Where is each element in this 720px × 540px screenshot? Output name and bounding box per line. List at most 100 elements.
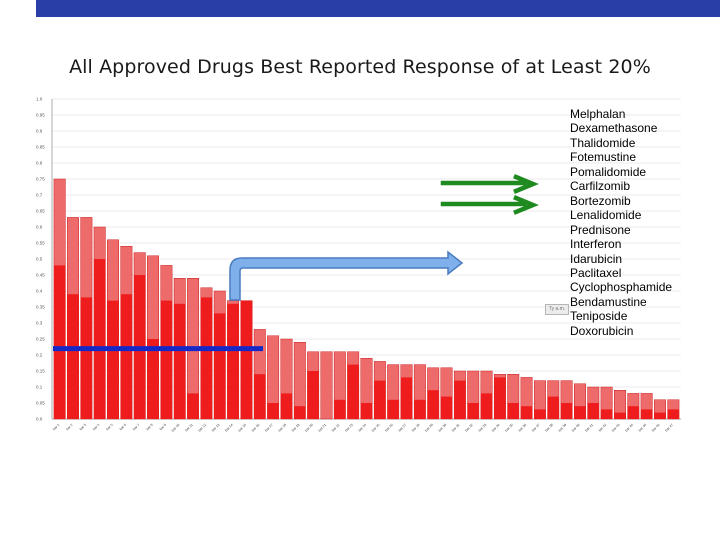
drug-list-item: Teniposide: [570, 309, 628, 324]
x-tick-label: bar 10: [171, 423, 181, 433]
drug-list-item: Prednisone: [570, 222, 631, 237]
bar-complete: [67, 294, 79, 419]
x-tick-label: bar 38: [544, 423, 554, 433]
y-tick-label: 0.05: [36, 401, 45, 406]
y-tick-label: 0.65: [36, 209, 45, 214]
y-tick-label: 0.25: [36, 337, 45, 342]
bar-complete: [280, 393, 293, 419]
x-tick-label: bar 1: [52, 423, 60, 431]
bar-complete: [160, 300, 173, 419]
x-tick-label: bar 16: [251, 423, 261, 433]
y-tick-label: 0.9: [36, 129, 43, 134]
x-tick-label: bar 39: [558, 423, 568, 433]
y-tick-label: 1.0: [36, 97, 43, 102]
y-tick-label: 0.0: [36, 417, 43, 422]
bar-complete: [454, 380, 466, 419]
x-tick-label: bar 19: [291, 423, 301, 433]
y-tick-label: 0.15: [36, 369, 45, 374]
drug-list-item: Idarubicin: [570, 251, 623, 266]
bar-complete: [120, 294, 133, 419]
x-tick-label: bar 28: [411, 423, 421, 433]
x-tick-label: bar 15: [238, 423, 248, 433]
x-tick-label: bar 46: [651, 423, 661, 433]
y-tick-label: 0.5: [36, 257, 43, 262]
drug-list-item: Pomalidomide: [570, 164, 647, 179]
x-tick-label: bar 41: [584, 423, 594, 433]
green-double-arrow-icon: [440, 174, 539, 215]
bar-complete: [53, 265, 66, 419]
x-tick-label: bar 37: [531, 423, 541, 433]
drug-list-item: Lenalidomide: [570, 208, 642, 223]
bar-complete: [614, 412, 626, 419]
x-tick-label: bar 44: [624, 423, 634, 433]
x-tick-label: bar 23: [344, 423, 354, 433]
bar-complete: [227, 303, 239, 419]
bar-complete: [80, 297, 93, 419]
bar-complete: [347, 364, 359, 419]
top-color-band: [36, 0, 720, 17]
x-tick-label: bar 17: [264, 423, 274, 433]
y-axis-ticks: 0.0 0.05 0.1 0.15 0.2 0.25 0.3 0.35 0.4 0.45 0.5 0.…: [36, 97, 45, 422]
x-tick-label: bar 36: [518, 423, 528, 433]
bar-complete: [547, 396, 560, 419]
bar-complete: [360, 403, 373, 419]
x-tick-label: bar 43: [611, 423, 621, 433]
bar-complete: [520, 406, 533, 419]
slide-title: All Approved Drugs Best Reported Respons…: [69, 56, 651, 78]
y-tick-label: 0.4: [36, 289, 43, 294]
y-tick-label: 0.55: [36, 241, 45, 246]
drug-list-item: Paclitaxel: [570, 265, 622, 280]
drug-list-item: Cyclophosphamide: [570, 280, 673, 295]
bar-complete: [214, 313, 226, 419]
bar-complete: [400, 377, 413, 419]
y-tick-label: 0.2: [36, 353, 43, 358]
x-tick-label: bar 9: [159, 423, 167, 431]
drug-list-item: Bendamustine: [570, 294, 647, 309]
bar-complete: [93, 259, 106, 419]
bar-complete: [107, 300, 119, 419]
y-tick-label: 0.1: [36, 385, 43, 390]
x-tick-label: bar 20: [304, 423, 314, 433]
bar-complete: [640, 409, 653, 419]
x-tick-label: bar 32: [464, 423, 474, 433]
drug-list-item: Fotemustine: [570, 150, 637, 165]
x-axis-ticks: bar 1 bar 2 bar 3 bar 4 bar 5 bar 6 bar 7 bar 8…: [52, 423, 674, 433]
bar-complete: [654, 412, 666, 419]
x-tick-label: bar 18: [278, 423, 288, 433]
bar-complete: [307, 371, 319, 419]
bar-complete: [374, 380, 386, 419]
x-tick-label: bar 11: [184, 423, 194, 433]
x-tick-label: bar 2: [65, 423, 73, 431]
x-tick-label: bar 8: [145, 423, 153, 431]
x-tick-label: bar 34: [491, 423, 501, 433]
bar-complete: [387, 399, 399, 419]
x-tick-label: bar 29: [424, 423, 434, 433]
x-tick-label: bar 6: [119, 423, 127, 431]
legend-chip: Ty a.m.: [545, 304, 569, 315]
bar-complete: [240, 300, 253, 419]
bar-total: [320, 351, 333, 420]
y-tick-label: 0.8: [36, 161, 43, 166]
bar-complete: [427, 390, 439, 419]
x-tick-label: bar 45: [638, 423, 648, 433]
annotation-arrows: [229, 174, 539, 301]
bar-complete: [534, 409, 546, 419]
x-tick-label: bar 3: [79, 423, 87, 431]
bar-complete: [267, 403, 279, 419]
y-tick-label: 0.35: [36, 305, 45, 310]
drug-list-item: Carfilzomib: [570, 179, 631, 194]
x-tick-label: bar 40: [571, 423, 581, 433]
y-tick-label: 0.6: [36, 225, 43, 230]
x-tick-label: bar 5: [105, 423, 113, 431]
bar-complete: [254, 374, 266, 419]
y-tick-label: 0.3: [36, 321, 43, 326]
drug-list-item: Bortezomib: [570, 193, 631, 208]
chart-bars: [53, 178, 680, 420]
bar-complete: [627, 406, 640, 419]
bar-complete: [600, 409, 613, 419]
x-tick-label: bar 30: [438, 423, 448, 433]
bar-complete: [200, 297, 213, 419]
y-tick-label: 0.95: [36, 113, 45, 118]
bar-complete: [507, 403, 519, 419]
bent-arrow-icon: [229, 250, 464, 301]
